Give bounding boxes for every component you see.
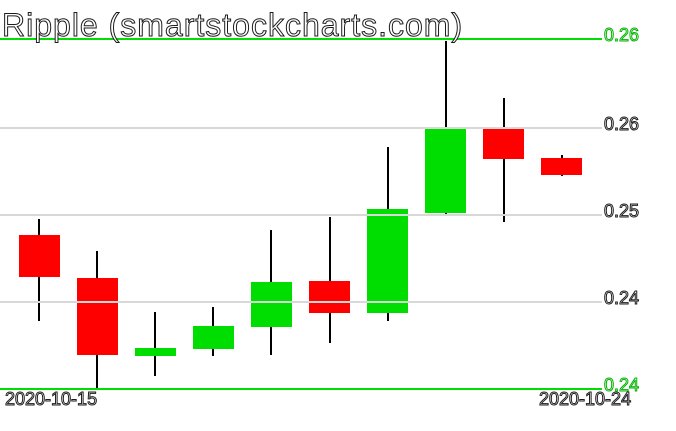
candle-body — [77, 278, 118, 355]
gridline — [0, 301, 602, 303]
range-line — [0, 38, 602, 40]
range-line — [0, 388, 602, 390]
candle-wick — [154, 312, 156, 376]
gridline — [0, 127, 602, 129]
x-axis-label: 2020-10-15 — [4, 389, 98, 409]
y-axis-label: 0.26 — [603, 25, 640, 45]
candle-body — [367, 209, 408, 313]
candle-wick — [503, 98, 505, 222]
candle-body — [309, 281, 350, 313]
candle-body — [541, 158, 582, 175]
y-axis-label: 0.25 — [603, 201, 640, 221]
candle-body — [425, 127, 466, 213]
y-axis-label: 0.24 — [603, 375, 640, 395]
gridline — [0, 214, 602, 216]
candle-body — [483, 128, 524, 159]
candle-wick — [329, 217, 331, 343]
candle-body — [19, 235, 60, 277]
candle-body — [193, 326, 234, 349]
candle-body — [251, 282, 292, 327]
x-axis-label: 2020-10-24 — [538, 389, 632, 409]
y-axis-label: 0.26 — [603, 114, 640, 134]
y-axis-label: 0.24 — [603, 288, 640, 308]
chart-title: Ripple (smartstockcharts.com) — [1, 7, 464, 44]
candle-body — [135, 348, 176, 356]
